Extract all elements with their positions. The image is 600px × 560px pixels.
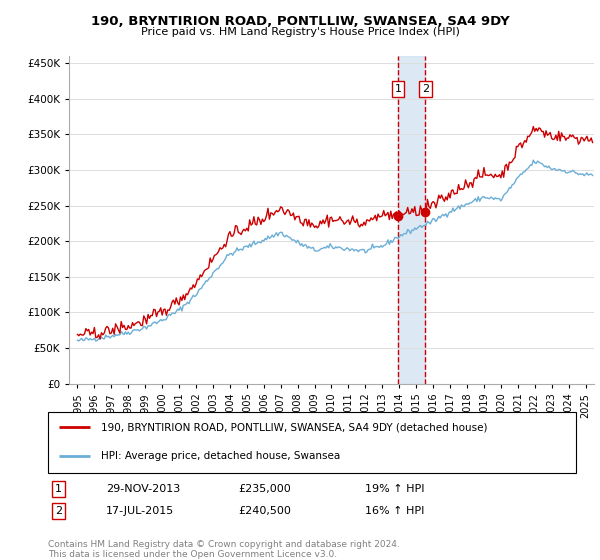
Text: 190, BRYNTIRION ROAD, PONTLLIW, SWANSEA, SA4 9DY: 190, BRYNTIRION ROAD, PONTLLIW, SWANSEA,… [91, 15, 509, 28]
Text: 16% ↑ HPI: 16% ↑ HPI [365, 506, 424, 516]
Text: 2: 2 [422, 84, 429, 94]
Text: £235,000: £235,000 [238, 484, 291, 494]
Text: 2: 2 [55, 506, 62, 516]
Text: 1: 1 [55, 484, 62, 494]
Text: 190, BRYNTIRION ROAD, PONTLLIW, SWANSEA, SA4 9DY (detached house): 190, BRYNTIRION ROAD, PONTLLIW, SWANSEA,… [101, 422, 487, 432]
Text: HPI: Average price, detached house, Swansea: HPI: Average price, detached house, Swan… [101, 451, 340, 461]
Bar [398, 56, 425, 384]
Text: 1: 1 [394, 84, 401, 94]
Text: £240,500: £240,500 [238, 506, 291, 516]
Text: 17-JUL-2015: 17-JUL-2015 [106, 506, 175, 516]
Text: Price paid vs. HM Land Registry's House Price Index (HPI): Price paid vs. HM Land Registry's House … [140, 27, 460, 37]
Text: 29-NOV-2013: 29-NOV-2013 [106, 484, 181, 494]
Text: Contains HM Land Registry data © Crown copyright and database right 2024.
This d: Contains HM Land Registry data © Crown c… [48, 540, 400, 559]
Text: 19% ↑ HPI: 19% ↑ HPI [365, 484, 424, 494]
